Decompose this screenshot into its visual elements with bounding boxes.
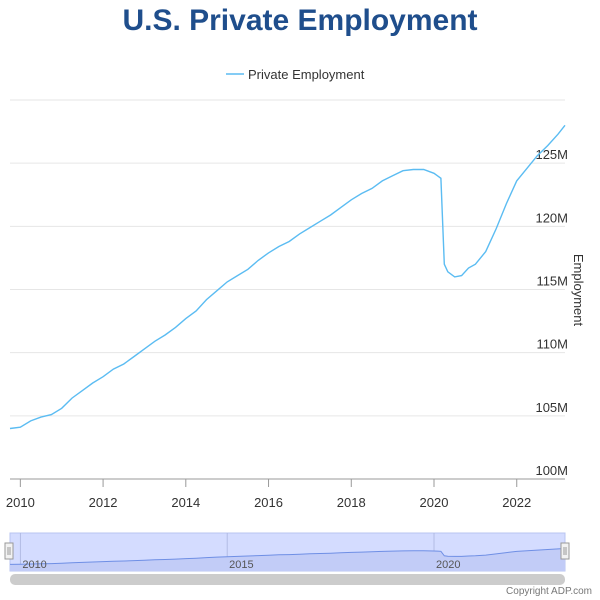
x-tick-label: 2020	[420, 495, 449, 510]
navigator-labels: 2010 2015 2020	[22, 559, 460, 571]
y-tick-label: 115M	[536, 274, 568, 289]
legend[interactable]: Private Employment	[226, 67, 365, 82]
x-axis-ticks: 2010 2012 2014 2016 2018 2020 2022	[6, 479, 531, 510]
navigator-label: 2010	[22, 559, 46, 571]
x-tick-label: 2022	[502, 495, 531, 510]
x-tick-label: 2016	[254, 495, 283, 510]
y-tick-label: 105M	[535, 400, 568, 415]
x-tick-label: 2018	[337, 495, 366, 510]
navigator-label: 2015	[229, 559, 253, 571]
navigator-label: 2020	[436, 559, 460, 571]
navigator-series-area	[10, 548, 565, 571]
series-line-private-employment[interactable]	[9, 124, 566, 430]
y-tick-label: 110M	[536, 337, 568, 352]
x-tick-label: 2010	[6, 495, 35, 510]
scrollbar[interactable]	[10, 574, 565, 585]
y-axis-label: Employment	[571, 254, 586, 327]
navigator-handle-left[interactable]	[4, 542, 14, 560]
navigator-handle-right[interactable]	[560, 542, 570, 560]
y-tick-label: 100M	[535, 463, 568, 478]
navigator-series-line	[9, 548, 566, 565]
y-tick-label: 125M	[535, 147, 568, 162]
chart-title: U.S. Private Employment	[122, 4, 478, 37]
navigator[interactable]: 2010 2015 2020	[4, 532, 570, 572]
y-gridlines	[10, 99, 565, 417]
copyright-text: Copyright ADP.com	[506, 586, 592, 597]
legend-label-private-employment: Private Employment	[248, 67, 365, 82]
x-tick-label: 2012	[89, 495, 118, 510]
y-tick-label: 120M	[535, 210, 568, 225]
x-tick-label: 2014	[171, 495, 200, 510]
y-axis-ticks: 100M 105M 110M 115M 120M 125M	[535, 147, 568, 478]
